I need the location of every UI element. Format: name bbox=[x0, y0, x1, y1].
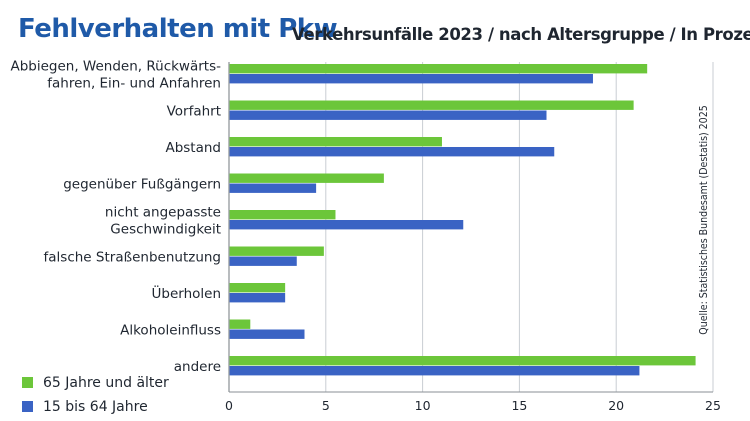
category-label: Überholen bbox=[152, 284, 222, 302]
bar-15-64 bbox=[229, 220, 464, 230]
category-label: falsche Straßenbenutzung bbox=[44, 250, 221, 266]
bar-65-plus bbox=[229, 356, 696, 366]
bar-65-plus bbox=[229, 319, 251, 329]
bar-15-64 bbox=[229, 329, 305, 339]
x-tick-label: 15 bbox=[511, 398, 527, 413]
bar-65-plus bbox=[229, 210, 336, 220]
x-tick-label: 25 bbox=[705, 398, 721, 413]
category-label: Vorfahrt bbox=[167, 104, 221, 120]
category-label: Abbiegen, Wenden, Rückwärts- bbox=[10, 59, 221, 75]
legend-label-65-plus: 65 Jahre und älter bbox=[43, 375, 169, 391]
category-label: fahren, Ein- und Anfahren bbox=[47, 76, 221, 92]
chart-title: Fehlverhalten mit Pkw bbox=[18, 14, 338, 44]
bar-65-plus bbox=[229, 283, 286, 293]
x-tick-label: 20 bbox=[608, 398, 624, 413]
bar-65-plus bbox=[229, 137, 442, 147]
x-tick-label: 5 bbox=[322, 398, 330, 413]
category-label: Abstand bbox=[165, 140, 221, 156]
category-label: Geschwindigkeit bbox=[110, 222, 221, 238]
bar-65-plus bbox=[229, 100, 634, 110]
category-label: nicht angepasste bbox=[105, 205, 221, 221]
bar-65-plus bbox=[229, 173, 384, 183]
category-label: andere bbox=[174, 359, 221, 375]
bar-15-64 bbox=[229, 147, 555, 157]
bar-15-64 bbox=[229, 183, 317, 193]
legend-label-15-64: 15 bis 64 Jahre bbox=[43, 399, 148, 415]
x-tick-label: 10 bbox=[415, 398, 431, 413]
bar-65-plus bbox=[229, 64, 648, 74]
category-label: Alkoholeinfluss bbox=[120, 323, 221, 339]
chart-subtitle: Verkehrsunfälle 2023 / nach Altersgruppe… bbox=[292, 25, 750, 44]
category-label: gegenüber Fußgängern bbox=[63, 177, 221, 193]
bar-15-64 bbox=[229, 256, 297, 266]
legend-swatch-65-plus bbox=[22, 377, 33, 388]
bar-15-64 bbox=[229, 293, 286, 303]
legend-swatch-15-64 bbox=[22, 401, 33, 412]
bar-65-plus bbox=[229, 246, 324, 256]
bar-15-64 bbox=[229, 74, 593, 84]
x-tick-label: 0 bbox=[225, 398, 233, 413]
bar-15-64 bbox=[229, 366, 640, 376]
bar-15-64 bbox=[229, 110, 547, 120]
